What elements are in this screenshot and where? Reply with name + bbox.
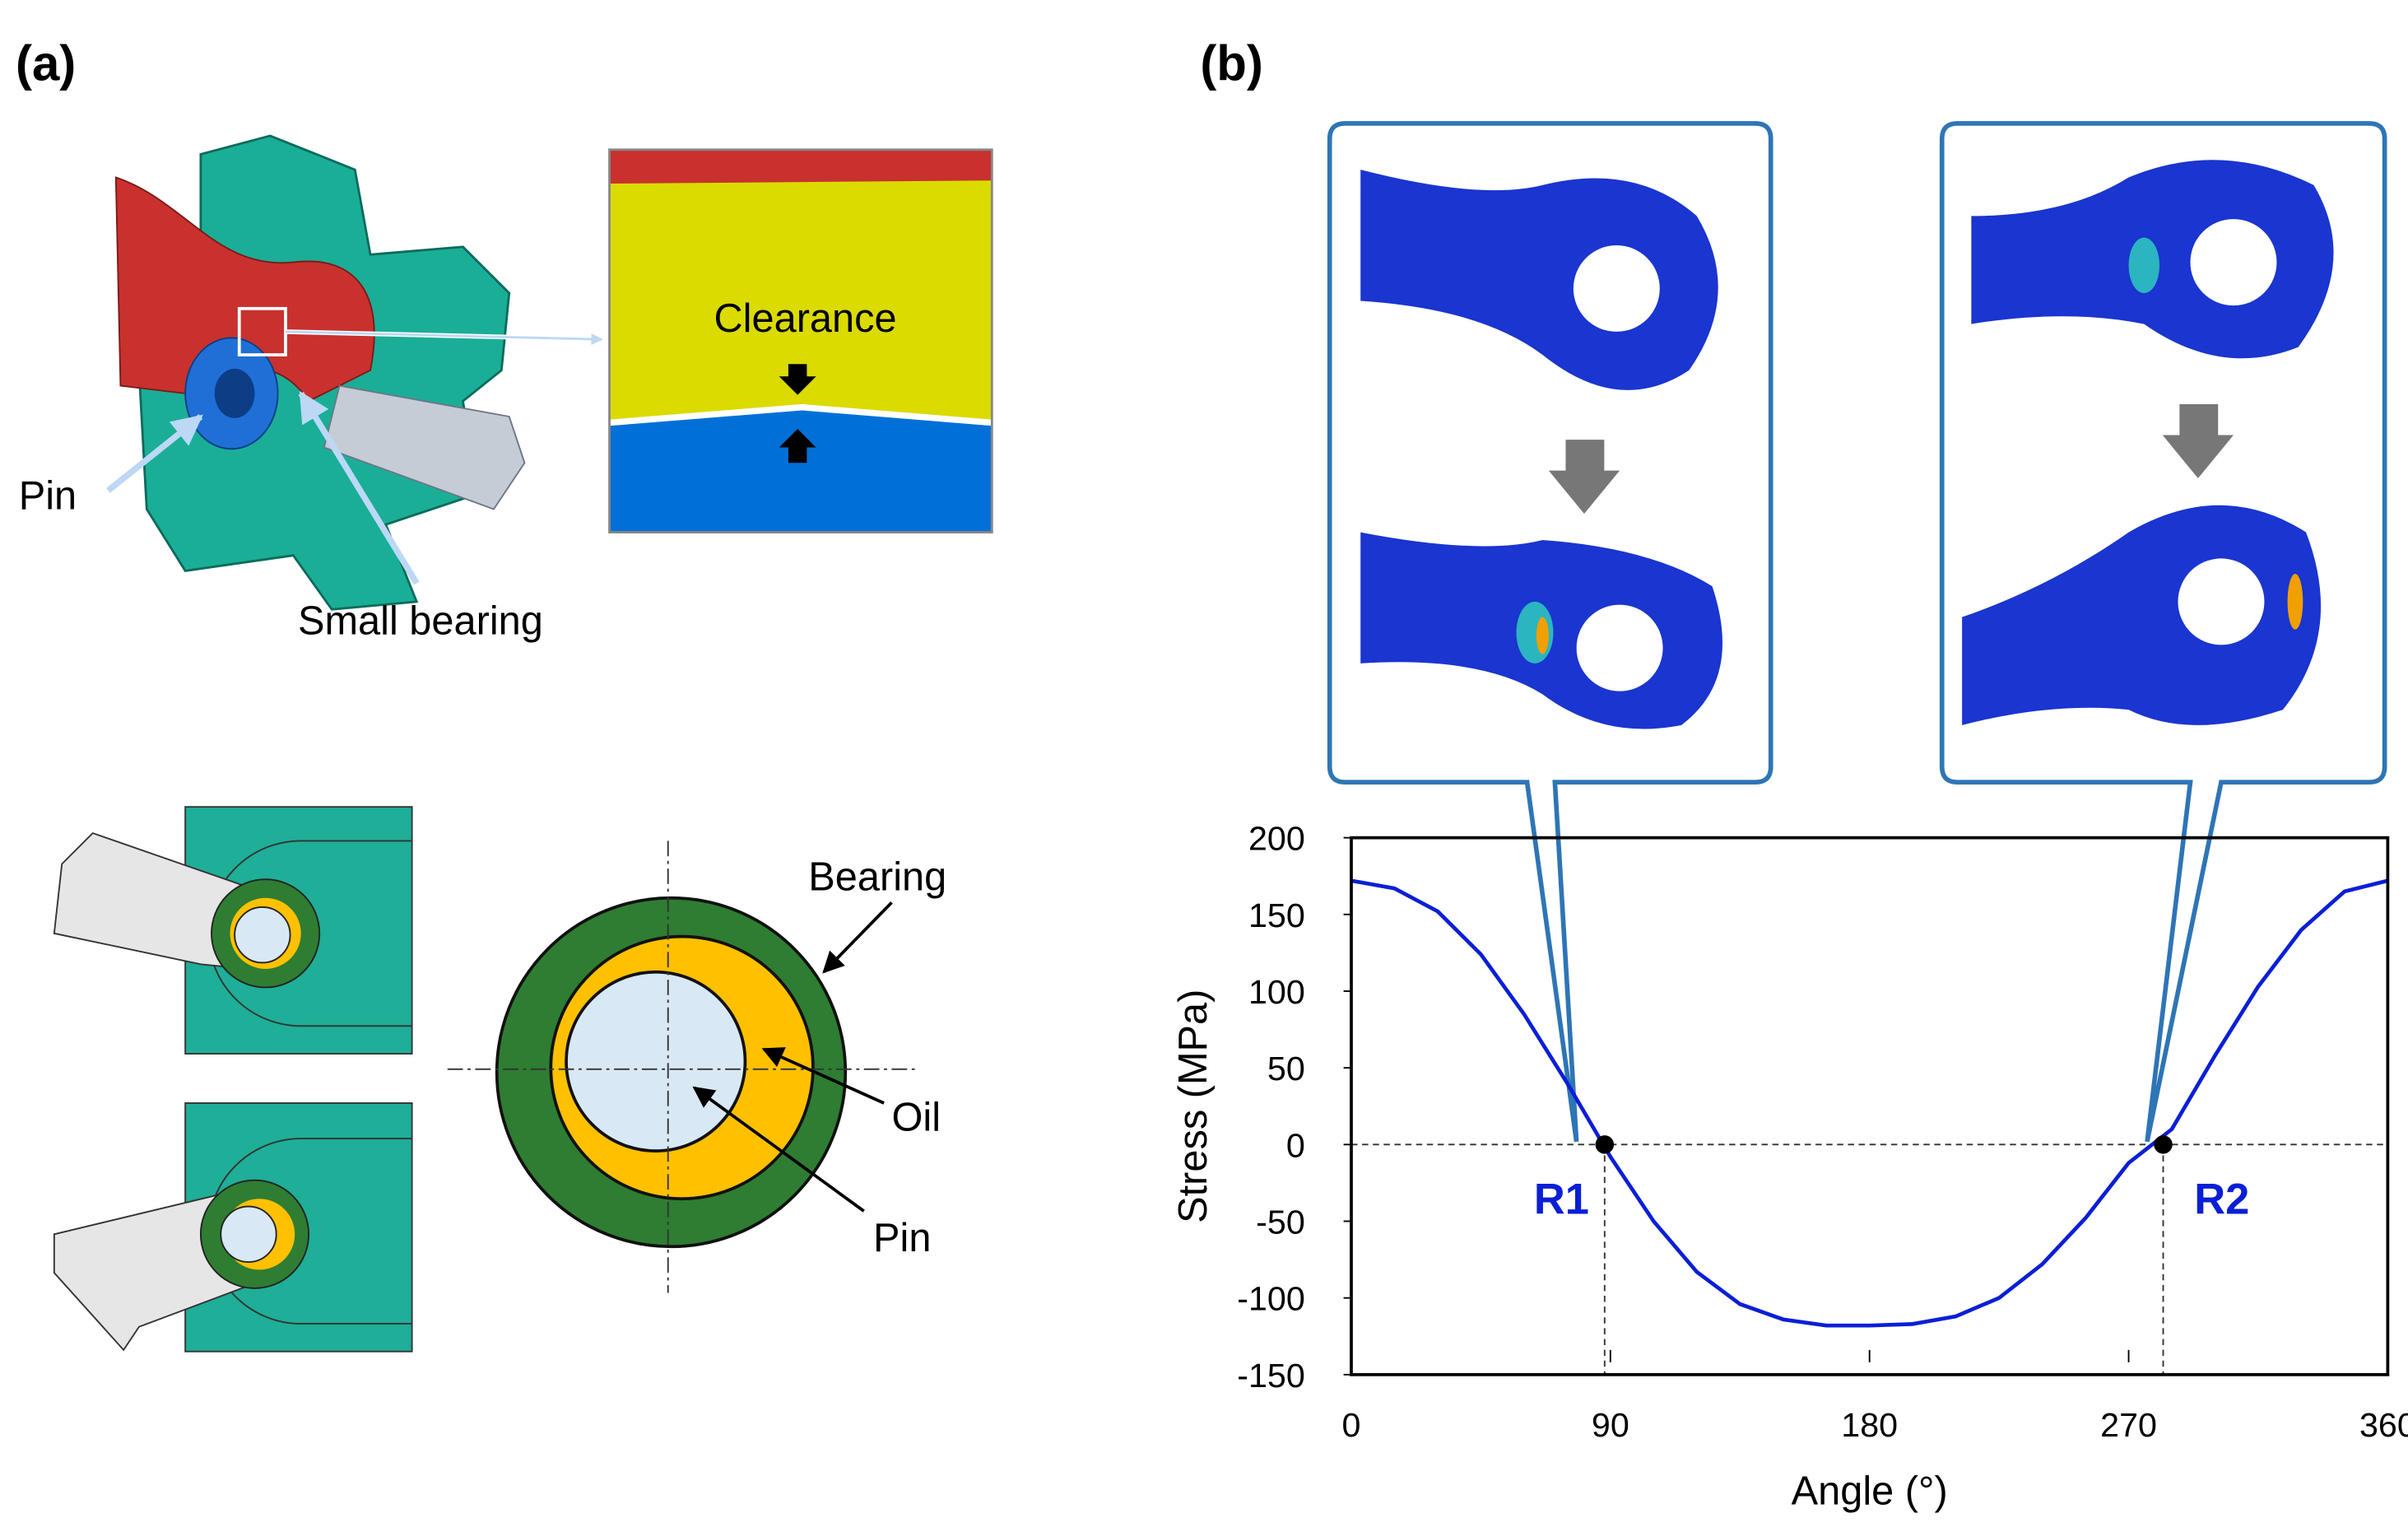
x-tick-label: 270 bbox=[2100, 1406, 2157, 1444]
bearing-section bbox=[447, 841, 918, 1293]
x-tick-label: 180 bbox=[1841, 1406, 1898, 1444]
label: Small bearing bbox=[298, 598, 543, 643]
x-tick-label: 0 bbox=[1342, 1406, 1361, 1444]
y-tick-label: -50 bbox=[1256, 1203, 1305, 1241]
label: Oil bbox=[891, 1096, 941, 1140]
stress-contour-callouts bbox=[1327, 121, 2387, 1143]
label: Pin bbox=[873, 1216, 931, 1260]
plot-frame bbox=[1350, 836, 2390, 1376]
label: Bearing bbox=[808, 854, 946, 899]
y-axis-title: Stress (MPa) bbox=[1171, 990, 1216, 1223]
label: Clearance bbox=[714, 296, 897, 341]
stress-chart: 200 150 100 50 0 -50 -100 -150 0 90 180 270 360 Angle… bbox=[1171, 820, 2408, 1514]
x-tick-label: 360 bbox=[2359, 1406, 2408, 1444]
panel-label: (a) bbox=[16, 35, 76, 91]
point-label: R2 bbox=[2194, 1176, 2249, 1224]
y-tick-label: 200 bbox=[1248, 820, 1305, 858]
y-tick-label: -100 bbox=[1237, 1280, 1305, 1318]
assembly-illustration bbox=[106, 134, 605, 611]
stress-line bbox=[1350, 878, 2388, 1328]
label: Pin bbox=[19, 473, 77, 518]
y-tick-label: -150 bbox=[1237, 1357, 1305, 1395]
x-axis-title: Angle (°) bbox=[1792, 1469, 1948, 1513]
fixture-diagrams bbox=[53, 806, 413, 1353]
y-tick-label: 150 bbox=[1248, 896, 1305, 934]
point-label: R1 bbox=[1534, 1176, 1589, 1224]
y-tick-label: 0 bbox=[1286, 1126, 1305, 1164]
clearance-zoom bbox=[608, 148, 993, 533]
y-tick-label: 50 bbox=[1267, 1050, 1305, 1087]
y-tick-label: 100 bbox=[1248, 973, 1305, 1011]
point bbox=[2154, 1135, 2173, 1154]
point bbox=[1595, 1135, 1615, 1154]
panel-label: (b) bbox=[1200, 35, 1263, 91]
x-tick-label: 90 bbox=[1592, 1406, 1629, 1444]
